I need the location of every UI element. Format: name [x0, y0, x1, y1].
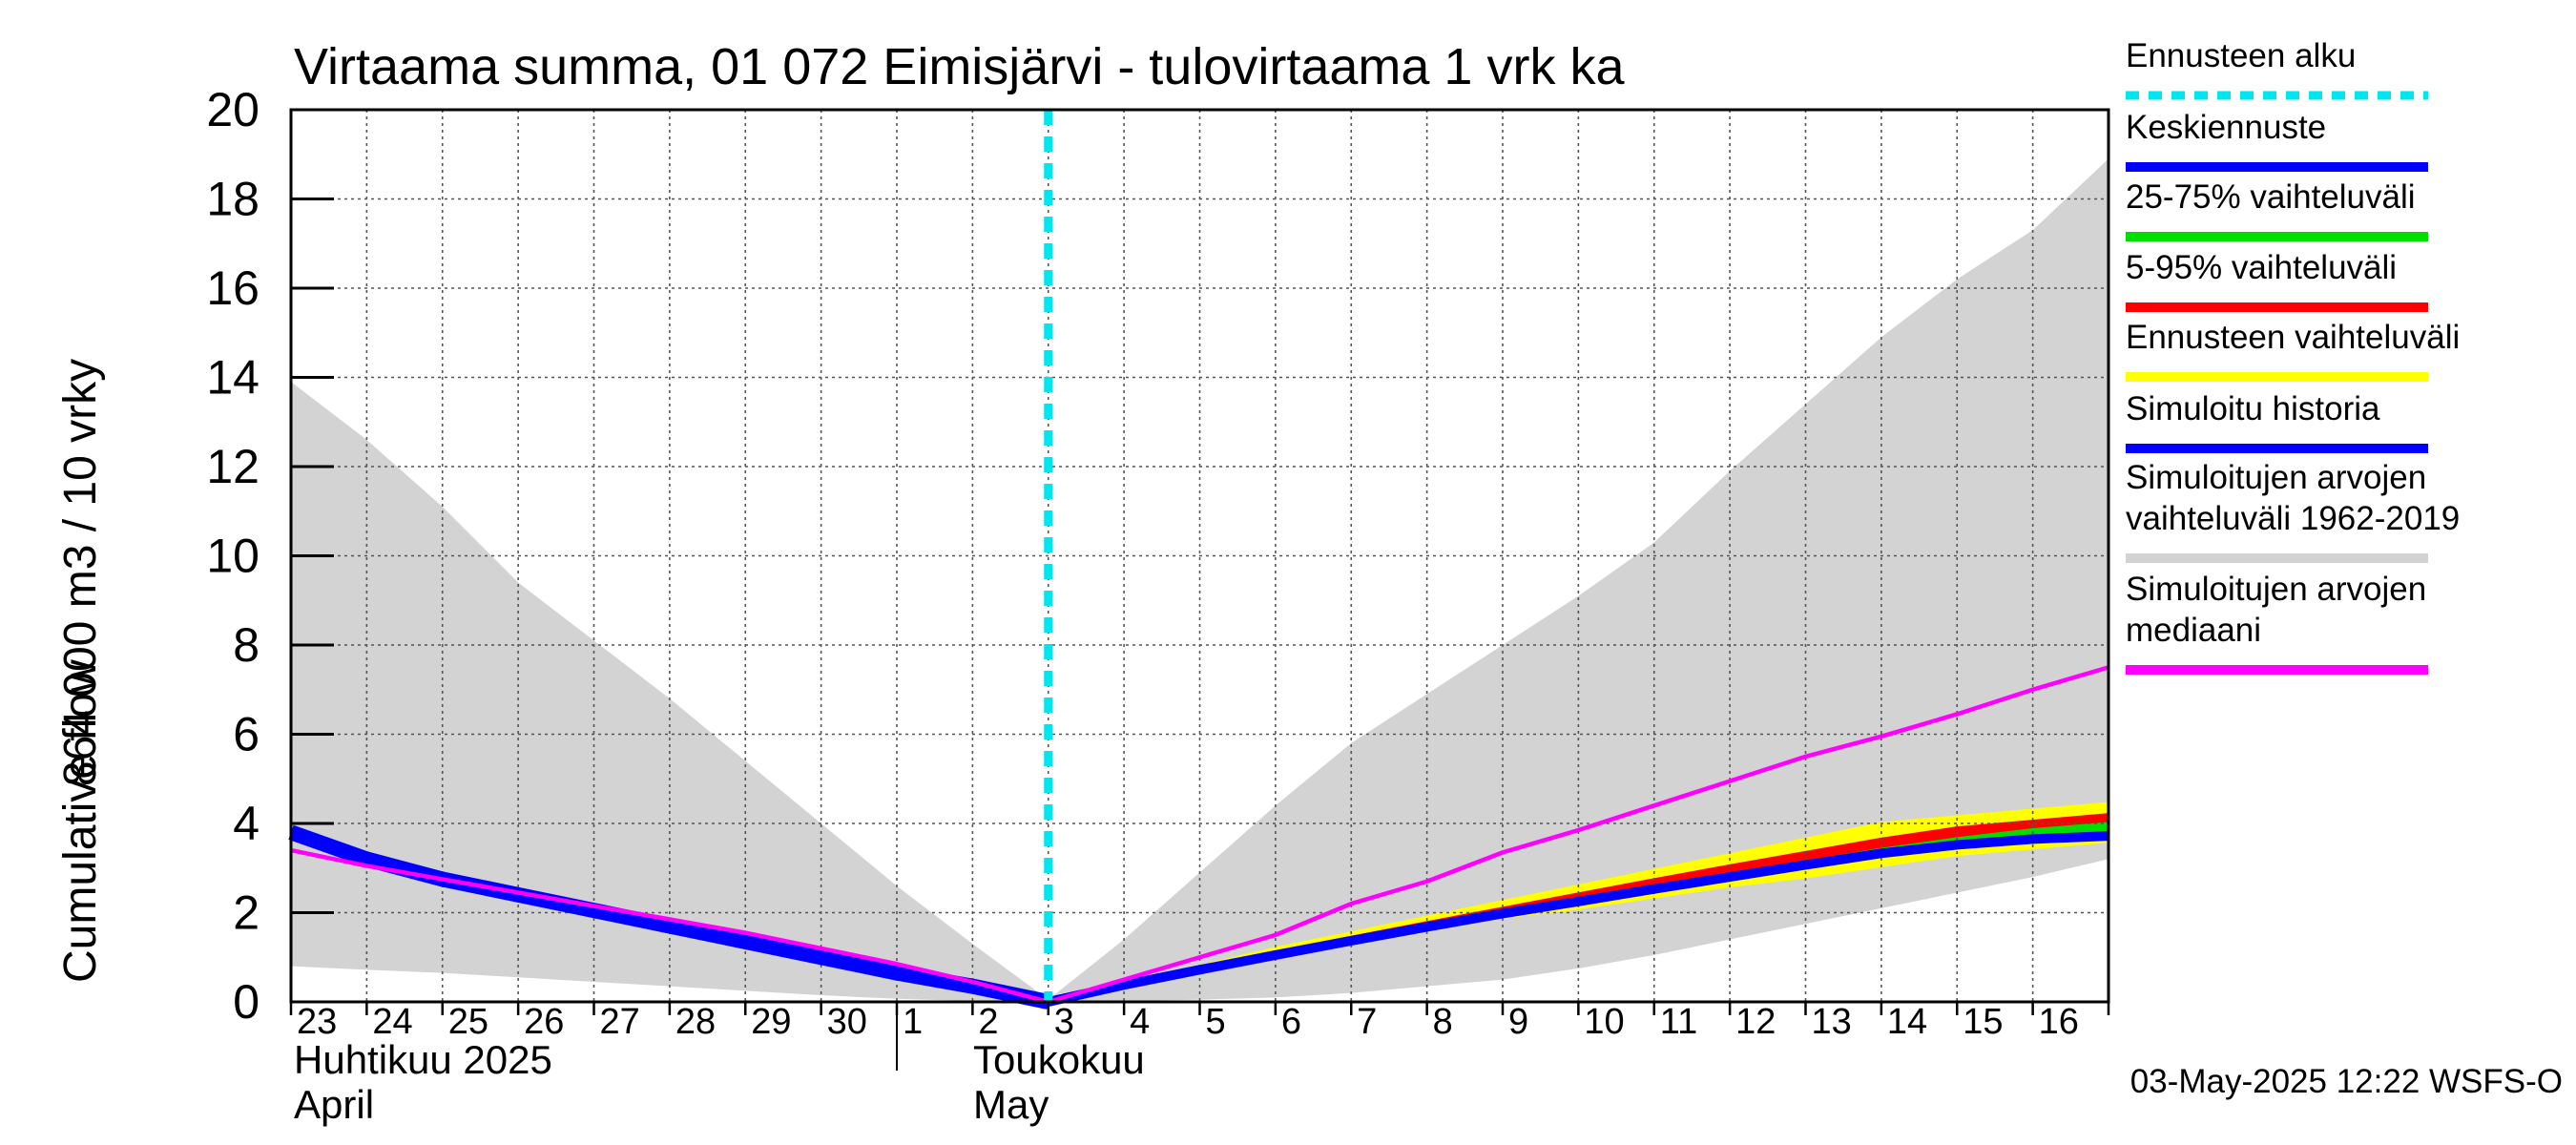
legend-label: Simuloitujen arvojen	[2126, 459, 2426, 496]
month-label-april-fi: Huhtikuu 2025	[294, 1037, 552, 1082]
y-tick-label: 8	[233, 618, 260, 672]
y-tick-label: 14	[206, 351, 260, 405]
y-tick-labels: 0 2 4 6 8 10 12 14 16 18 20	[206, 83, 260, 1029]
plot-axes	[289, 108, 2110, 1071]
legend-label: Ennusteen vaihteluväli	[2126, 319, 2460, 356]
x-tick-label: 6	[1281, 1002, 1301, 1042]
y-tick-label: 4	[233, 797, 260, 850]
x-tick-label: 10	[1584, 1002, 1624, 1042]
y-axis-label-fi: 864 000 m3 / 10 vrky	[55, 359, 106, 786]
y-tick-label: 10	[206, 530, 260, 583]
y-tick-label: 20	[206, 83, 260, 136]
x-tick-labels: 23 24 25 26 27 28 29 30 1 2 3 4 5 6 7 8 9 10 11 12 13 14 15 16	[297, 1002, 2079, 1042]
legend-label: Ennusteen alku	[2126, 37, 2356, 74]
x-tick-label: 2	[978, 1002, 998, 1042]
plot-lines	[288, 110, 2109, 1010]
x-tick-label: 9	[1508, 1002, 1528, 1042]
legend-label: Simuloitujen arvojen	[2126, 571, 2426, 608]
x-tick-label: 29	[751, 1002, 791, 1042]
x-tick-label: 24	[372, 1002, 412, 1042]
legend-label: vaihteluväli 1962-2019	[2126, 500, 2460, 537]
x-tick-label: 11	[1660, 1002, 1697, 1042]
x-tick-label: 7	[1357, 1002, 1377, 1042]
x-tick-label: 4	[1130, 1002, 1150, 1042]
legend: Ennusteen alku Keskiennuste 25-75% vaihtel…	[2126, 37, 2460, 675]
median-line	[290, 665, 2109, 1005]
x-tick-label: 3	[1054, 1002, 1074, 1042]
mean-forecast-line	[1047, 831, 2109, 1007]
y-tick-label: 12	[206, 440, 260, 493]
month-label-may-en: May	[973, 1082, 1049, 1127]
y-tick-label: 0	[233, 975, 260, 1029]
x-tick-label: 5	[1206, 1002, 1226, 1042]
y-tick-label: 16	[206, 261, 260, 315]
y-tick-label: 6	[233, 708, 260, 761]
x-tick-label: 30	[827, 1002, 867, 1042]
legend-label: mediaani	[2126, 612, 2261, 649]
x-tick-label: 23	[297, 1002, 337, 1042]
x-tick-label: 26	[524, 1002, 564, 1042]
x-tick-label: 27	[600, 1002, 640, 1042]
chart-title: Virtaama summa, 01 072 Eimisjärvi - tulo…	[294, 38, 1625, 95]
timestamp: 03-May-2025 12:22 WSFS-O	[2130, 1063, 2563, 1100]
legend-label: 25-75% vaihteluväli	[2126, 178, 2416, 216]
x-tick-label: 12	[1735, 1002, 1776, 1042]
x-tick-label: 8	[1433, 1002, 1453, 1042]
month-label-may-fi: Toukokuu	[973, 1037, 1145, 1082]
x-tick-label: 1	[903, 1002, 923, 1042]
simulated-history-line	[288, 824, 1050, 1010]
x-tick-label: 13	[1812, 1002, 1852, 1042]
y-tick-label: 18	[206, 173, 260, 226]
legend-label: Simuloitu historia	[2126, 390, 2380, 427]
x-tick-label: 15	[1963, 1002, 2003, 1042]
x-tick-label: 14	[1887, 1002, 1927, 1042]
month-label-april-en: April	[294, 1082, 374, 1127]
x-tick-label: 16	[2039, 1002, 2079, 1042]
x-tick-label: 28	[675, 1002, 716, 1042]
legend-label: Keskiennuste	[2126, 109, 2326, 146]
y-axis-label-en: Cumulative flow	[55, 659, 106, 983]
legend-label: 5-95% vaihteluväli	[2126, 249, 2397, 286]
x-tick-label: 25	[448, 1002, 488, 1042]
y-tick-label: 2	[233, 886, 260, 940]
